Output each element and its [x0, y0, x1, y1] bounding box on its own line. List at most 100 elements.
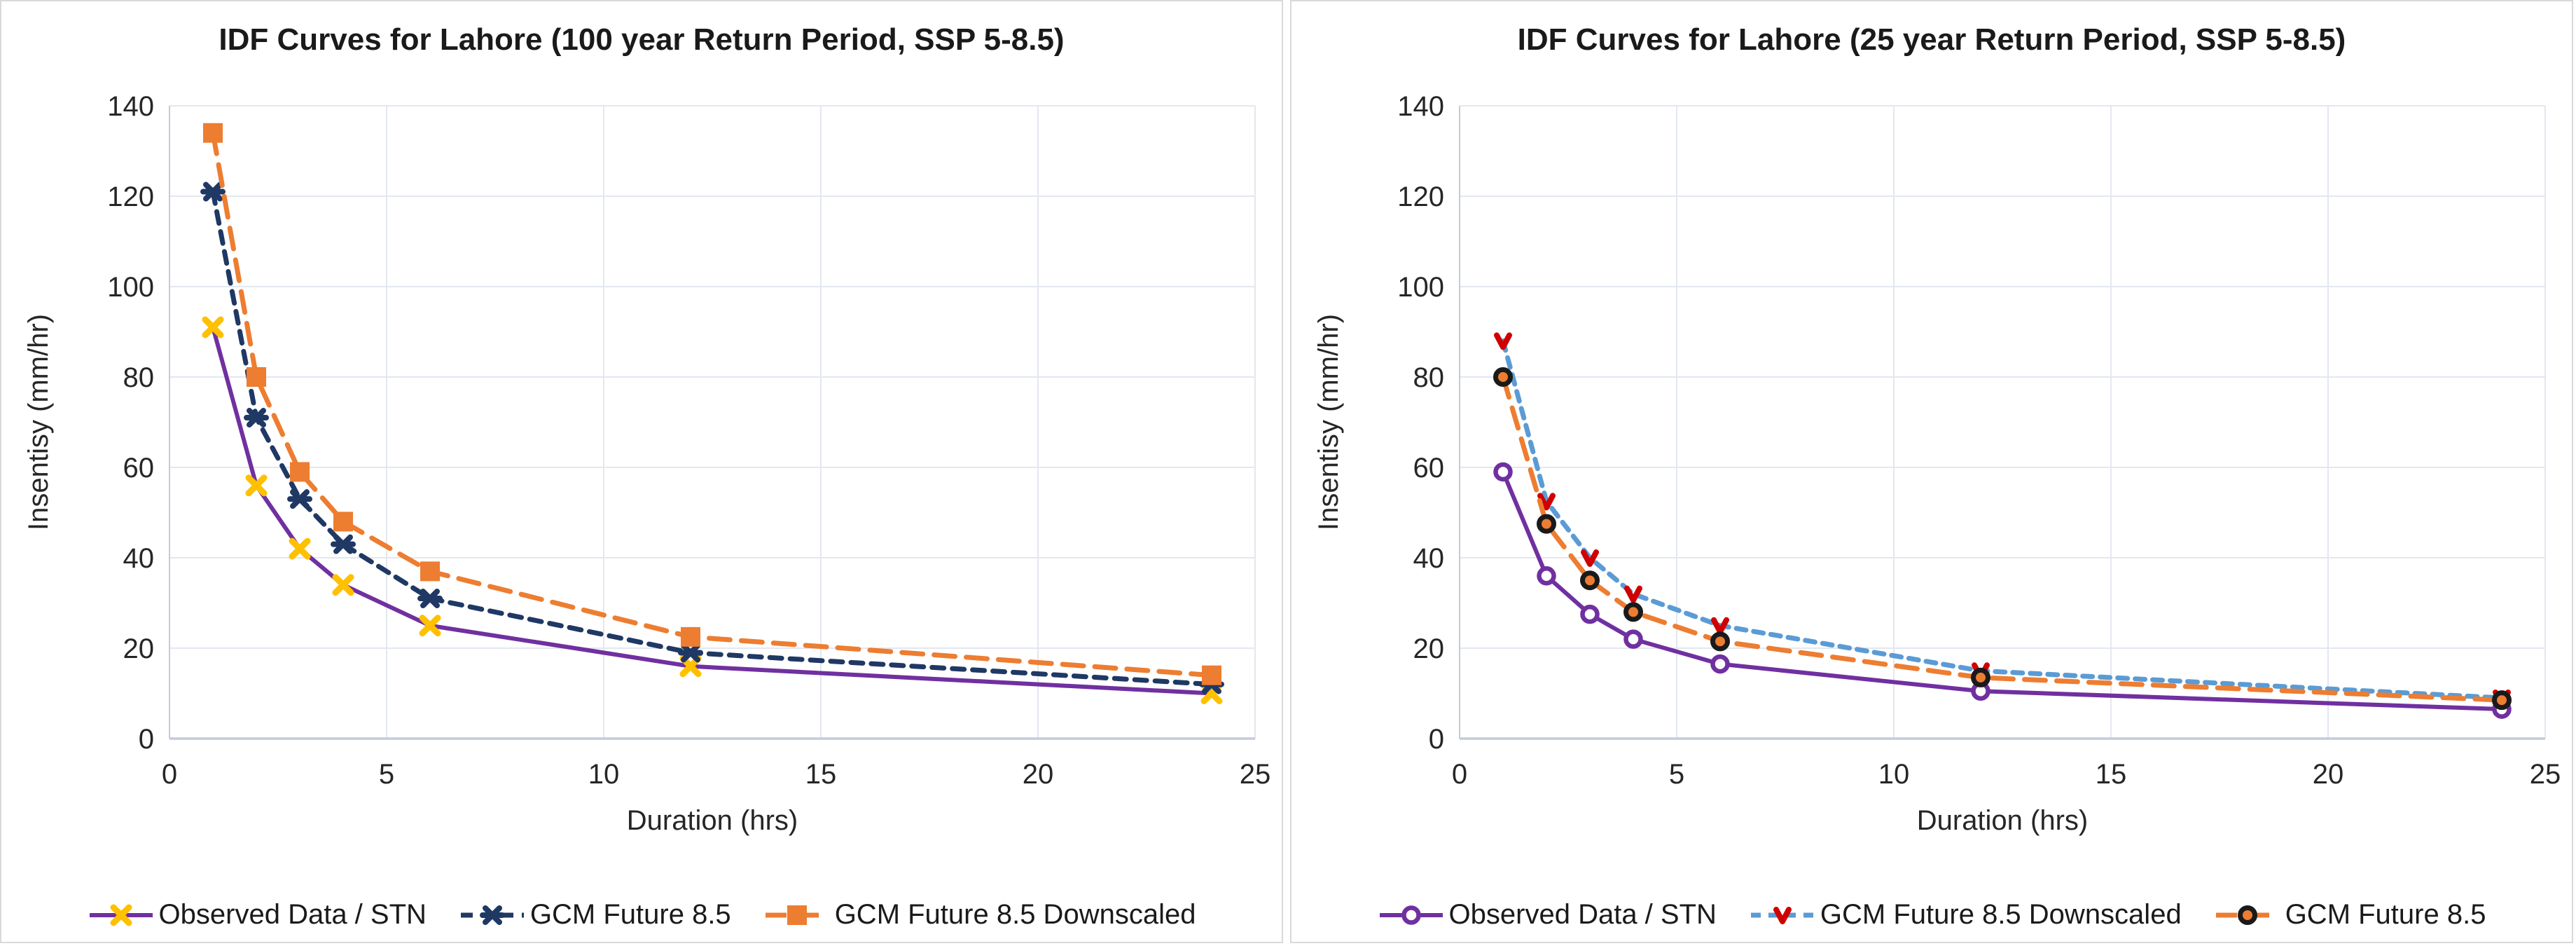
series-marker — [1537, 566, 1556, 586]
x-tick-label: 0 — [162, 759, 177, 790]
series-marker — [419, 615, 441, 637]
series-marker — [479, 905, 505, 925]
data-series — [200, 181, 1224, 694]
series-line — [210, 189, 1214, 687]
legend-item: GCM Future 8.5 Downscaled — [763, 899, 1196, 931]
series-marker — [247, 367, 266, 387]
data-series — [1493, 462, 2512, 719]
series-marker — [1493, 367, 1513, 387]
series-marker — [290, 462, 310, 482]
y-tick-label: 20 — [123, 633, 155, 664]
tick-labels: 0 20 40 60 80 100 120 140 0 5 10 15 20 25 — [107, 91, 1270, 790]
series-marker — [200, 181, 226, 202]
x-tick-label: 20 — [1023, 759, 1054, 790]
y-axis-title: Insentisy (mm/hr) — [23, 314, 54, 530]
series-marker — [678, 643, 703, 663]
series-marker — [2237, 905, 2257, 925]
series-marker — [787, 905, 807, 925]
series-marker — [417, 589, 443, 609]
series-marker — [1202, 665, 1221, 685]
x-tick-label: 15 — [805, 759, 837, 790]
legend-swatch-icon — [89, 904, 153, 926]
series-marker — [1711, 617, 1729, 635]
x-tick-label: 20 — [2313, 759, 2344, 790]
y-tick-label: 0 — [1429, 724, 1444, 755]
series-marker — [2492, 690, 2512, 711]
axes — [1459, 106, 2545, 740]
series-marker — [245, 474, 268, 497]
legend-swatch-icon — [460, 905, 524, 925]
series-marker — [1537, 514, 1556, 534]
series-marker — [1623, 602, 1643, 622]
chart-legend: Observed Data / STN GCM Future 8.5 GCM Fut… — [1, 899, 1282, 931]
y-tick-label: 100 — [1397, 272, 1444, 303]
tick-labels: 0 20 40 60 80 100 120 140 0 5 10 15 20 25 — [1397, 91, 2561, 790]
series-marker — [1710, 654, 1730, 674]
series-marker — [1710, 631, 1730, 652]
series-marker — [1624, 585, 1642, 603]
x-axis-title: Duration (hrs) — [1917, 805, 2089, 836]
series-marker — [289, 537, 311, 560]
y-tick-label: 120 — [107, 181, 154, 212]
series-marker — [202, 316, 224, 338]
y-tick-label: 40 — [123, 543, 155, 574]
y-tick-label: 140 — [1397, 91, 1444, 122]
legend-item: Observed Data / STN — [88, 899, 427, 931]
y-tick-label: 140 — [107, 91, 154, 122]
legend-label: Observed Data / STN — [1448, 899, 1717, 930]
legend-item: GCM Future 8.5 — [2214, 899, 2486, 931]
legend-item: GCM Future 8.5 — [459, 899, 731, 931]
legend-swatch-icon — [2215, 905, 2279, 925]
series-marker — [110, 904, 132, 926]
legend-label: GCM Future 8.5 Downscaled — [834, 899, 1196, 930]
y-tick-label: 0 — [139, 724, 154, 755]
y-tick-label: 100 — [107, 272, 154, 303]
y-tick-label: 80 — [1413, 362, 1445, 393]
series-marker — [681, 626, 700, 647]
y-tick-label: 80 — [123, 362, 155, 393]
x-tick-label: 25 — [2530, 759, 2561, 790]
legend-swatch-icon — [765, 905, 829, 925]
legend-label: GCM Future 8.5 Downscaled — [1820, 899, 2182, 930]
series-marker — [1580, 570, 1600, 591]
legend-label: GCM Future 8.5 — [2285, 899, 2486, 930]
series-marker — [332, 574, 354, 596]
y-tick-label: 60 — [123, 453, 155, 484]
x-tick-label: 5 — [379, 759, 394, 790]
legend-swatch-icon — [1750, 906, 1814, 924]
series-marker — [1623, 629, 1643, 649]
series-marker — [244, 408, 269, 428]
chart-legend: Observed Data / STN GCM Future 8.5 Downsc… — [1292, 899, 2572, 931]
x-tick-label: 5 — [1669, 759, 1684, 790]
series-marker — [287, 489, 312, 509]
series-marker — [1581, 549, 1599, 567]
legend-label: GCM Future 8.5 — [529, 899, 731, 930]
y-tick-label: 40 — [1413, 543, 1445, 574]
y-tick-label: 60 — [1413, 453, 1445, 484]
series-marker — [1773, 906, 1792, 924]
legend-swatch-icon — [1379, 905, 1443, 925]
chart-plot-svg: 0 20 40 60 80 100 120 140 0 5 10 15 20 25 Duration (hr… — [23, 91, 1270, 836]
chart-panel-25yr: IDF Curves for Lahore (25 year Return Pe… — [1290, 0, 2573, 943]
x-tick-label: 10 — [588, 759, 620, 790]
series-marker — [420, 561, 440, 582]
gridlines — [1459, 105, 2546, 739]
data-series — [203, 123, 1221, 685]
x-tick-label: 25 — [1240, 759, 1271, 790]
axes — [169, 106, 1255, 740]
series-marker — [333, 512, 353, 532]
legend-label: Observed Data / STN — [158, 899, 427, 930]
chart-title: IDF Curves for Lahore (25 year Return Pe… — [1517, 22, 2346, 57]
series-marker — [203, 123, 223, 143]
series-marker — [1580, 604, 1600, 624]
data-series — [202, 316, 1223, 704]
y-tick-label: 20 — [1413, 633, 1445, 664]
y-tick-label: 120 — [1397, 181, 1444, 212]
series-marker — [1401, 905, 1421, 925]
legend-item: Observed Data / STN — [1378, 899, 1717, 931]
series-marker — [1537, 493, 1556, 511]
x-tick-label: 10 — [1878, 759, 1910, 790]
chart-title: IDF Curves for Lahore (100 year Return P… — [219, 22, 1065, 57]
chart-panel-100yr: IDF Curves for Lahore (100 year Return P… — [0, 0, 1283, 943]
gridlines — [169, 105, 1256, 739]
